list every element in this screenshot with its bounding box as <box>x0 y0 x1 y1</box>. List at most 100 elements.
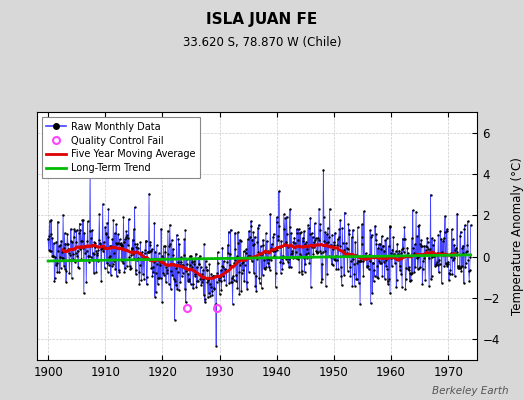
Point <box>175 286 183 293</box>
Point <box>329 256 337 262</box>
Point <box>366 258 374 264</box>
Point <box>387 255 396 262</box>
Point <box>159 270 167 276</box>
Point <box>221 265 229 272</box>
Point <box>422 244 431 250</box>
Point <box>128 236 137 243</box>
Point <box>202 264 210 270</box>
Point <box>297 229 305 235</box>
Point <box>294 226 303 232</box>
Point <box>265 255 274 262</box>
Point <box>394 257 402 263</box>
Point <box>195 261 203 267</box>
Point <box>172 282 180 288</box>
Point <box>276 258 285 265</box>
Point <box>280 241 289 247</box>
Point <box>352 252 360 258</box>
Point <box>83 238 91 244</box>
Point <box>292 255 300 262</box>
Point <box>89 251 97 258</box>
Point <box>155 250 163 257</box>
Point <box>237 270 246 276</box>
Point <box>227 279 235 285</box>
Point <box>428 272 436 279</box>
Point <box>210 286 218 292</box>
Point <box>135 268 143 275</box>
Point <box>103 220 111 226</box>
Point <box>187 281 195 287</box>
Point <box>395 247 403 254</box>
Point <box>349 256 357 263</box>
Point <box>304 250 313 256</box>
Point <box>455 265 464 271</box>
Point <box>79 245 87 251</box>
Point <box>315 227 324 233</box>
Point <box>252 272 260 279</box>
Point <box>75 230 83 236</box>
Point <box>113 241 122 248</box>
Point <box>53 218 62 225</box>
Point <box>454 263 462 269</box>
Point <box>423 234 431 241</box>
Point <box>171 278 179 284</box>
Point <box>94 247 103 253</box>
Point <box>65 270 73 276</box>
Point <box>113 272 121 279</box>
Point <box>160 260 169 266</box>
Point <box>407 271 416 277</box>
Point <box>253 256 261 262</box>
Point <box>138 252 146 258</box>
Point <box>287 230 295 236</box>
Point <box>333 242 342 248</box>
Point <box>275 222 283 229</box>
Point <box>50 240 58 246</box>
Point <box>405 267 413 273</box>
Point <box>373 273 381 280</box>
Point <box>323 231 331 237</box>
Point <box>222 282 231 288</box>
Point <box>149 268 158 275</box>
Point <box>60 263 68 269</box>
Point <box>272 219 281 225</box>
Point <box>325 206 334 212</box>
Point <box>458 242 467 249</box>
Point <box>150 259 158 265</box>
Point <box>364 263 373 270</box>
Point <box>330 242 339 248</box>
Point <box>118 242 126 249</box>
Point <box>460 280 468 286</box>
Point <box>296 230 304 236</box>
Point <box>178 262 187 268</box>
Point <box>79 217 88 223</box>
Point <box>326 242 334 249</box>
Point <box>365 266 373 272</box>
Point <box>245 253 254 259</box>
Point <box>283 231 291 237</box>
Point <box>223 267 231 274</box>
Point <box>75 220 84 227</box>
Point <box>308 244 316 250</box>
Point <box>194 255 202 262</box>
Point <box>181 227 190 234</box>
Point <box>207 270 215 277</box>
Point <box>302 251 310 257</box>
Point <box>405 264 413 271</box>
Point <box>433 250 442 256</box>
Point <box>327 254 335 260</box>
Point <box>461 222 469 228</box>
Point <box>60 230 69 236</box>
Point <box>286 264 294 271</box>
Point <box>238 258 247 265</box>
Point <box>343 268 352 274</box>
Point <box>296 251 304 257</box>
Point <box>391 254 399 261</box>
Point <box>335 226 344 232</box>
Point <box>178 273 186 280</box>
Point <box>431 262 439 269</box>
Point <box>182 268 190 274</box>
Point <box>429 253 438 259</box>
Point <box>428 254 436 260</box>
Point <box>92 248 100 255</box>
Point <box>377 260 386 266</box>
Point <box>384 281 392 287</box>
